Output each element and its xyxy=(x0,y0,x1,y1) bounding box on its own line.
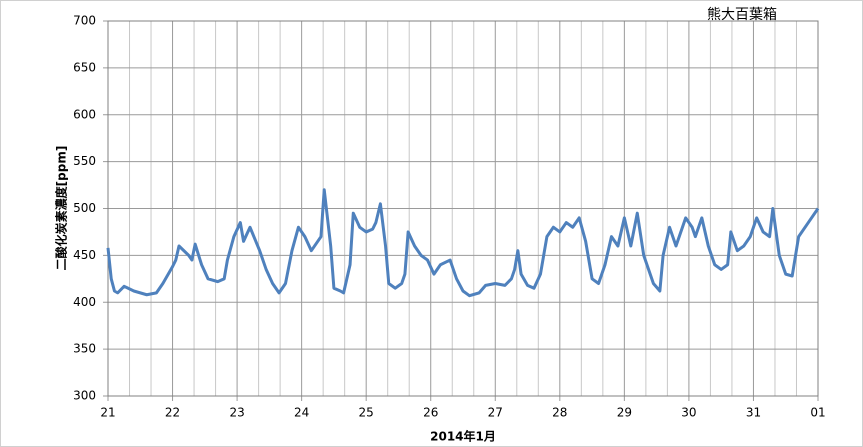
x-tick-label: 23 xyxy=(229,406,244,420)
x-tick-label: 28 xyxy=(552,406,567,420)
y-tick-label: 400 xyxy=(73,295,96,309)
chart-title: 熊大百葉箱 xyxy=(707,7,777,23)
y-tick-label: 700 xyxy=(73,14,96,28)
y-tick-label: 350 xyxy=(73,342,96,356)
x-tick-label: 31 xyxy=(746,406,761,420)
x-tick-label: 24 xyxy=(294,406,309,420)
x-tick-label: 27 xyxy=(488,406,503,420)
y-tick-label: 550 xyxy=(73,154,96,168)
y-tick-label: 600 xyxy=(73,107,96,121)
y-tick-label: 500 xyxy=(73,201,96,215)
x-tick-label: 21 xyxy=(100,406,115,420)
y-tick-label: 650 xyxy=(73,60,96,74)
x-tick-label: 01 xyxy=(810,406,825,420)
x-tick-label: 29 xyxy=(617,406,632,420)
x-tick-label: 26 xyxy=(423,406,438,420)
x-tick-label: 25 xyxy=(359,406,374,420)
y-tick-label: 300 xyxy=(73,389,96,403)
x-tick-label: 22 xyxy=(165,406,180,420)
y-tick-label: 450 xyxy=(73,248,96,262)
x-tick-label: 30 xyxy=(681,406,696,420)
y-axis-label: 二酸化炭素濃度[ppm] xyxy=(54,146,69,271)
data-line xyxy=(106,188,820,298)
x-axis-label: 2014年1月 xyxy=(430,429,496,444)
